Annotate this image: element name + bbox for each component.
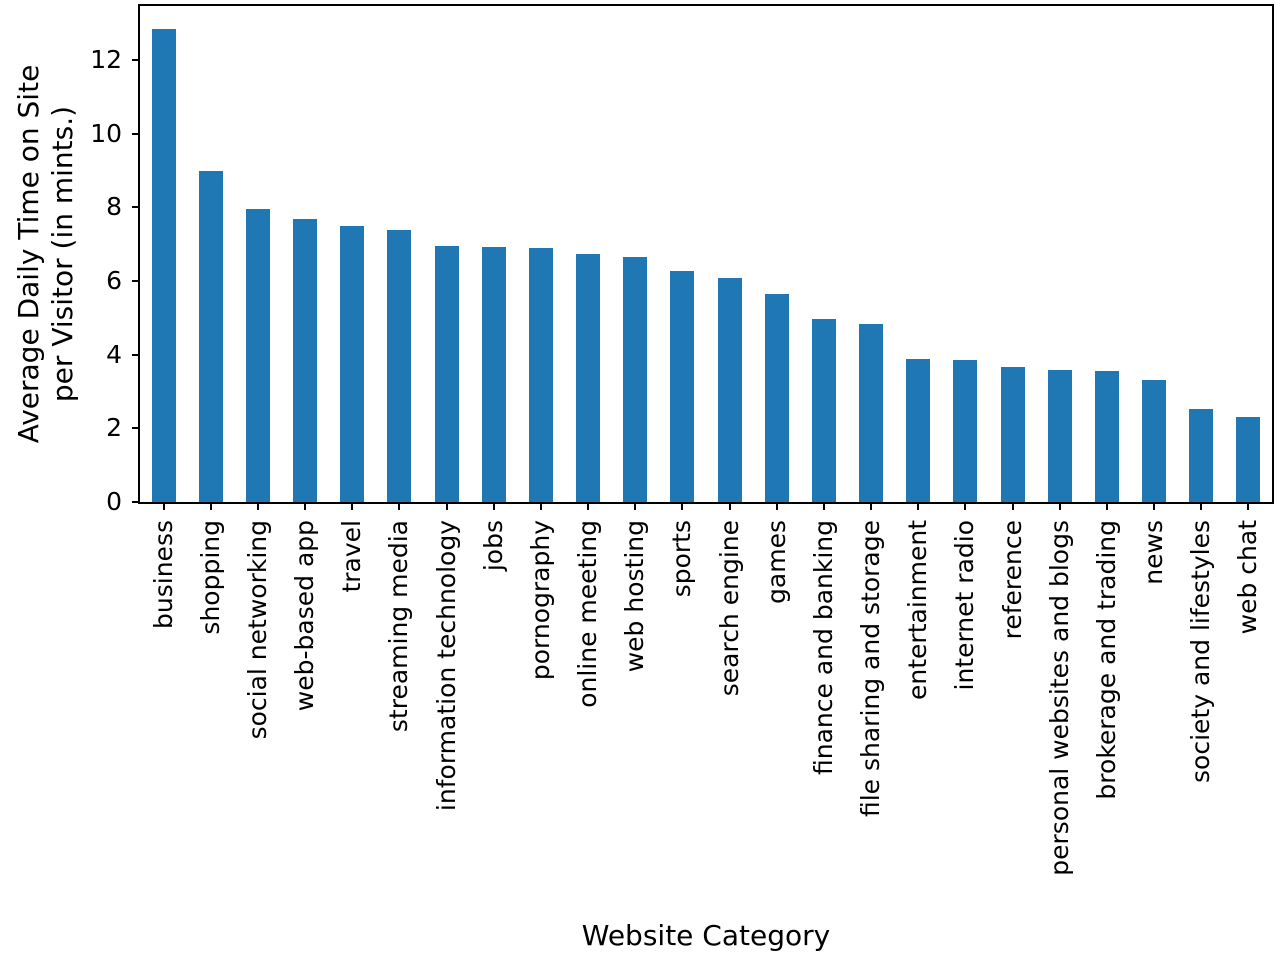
bar: [576, 254, 601, 502]
x-tick: [587, 502, 590, 510]
bar: [198, 171, 223, 502]
y-tick-label: 2: [106, 413, 122, 443]
bar: [1189, 409, 1214, 502]
x-tick-label: finance and banking: [808, 520, 838, 775]
x-tick-label: travel: [337, 520, 367, 593]
x-tick: [1105, 502, 1108, 510]
x-tick-label: web hosting: [620, 520, 650, 673]
y-axis-title: Average Daily Time on Site per Visitor (…: [12, 65, 80, 444]
x-tick-label: reference: [997, 520, 1027, 640]
bar: [1094, 370, 1119, 502]
bar: [387, 230, 412, 502]
bar: [764, 293, 789, 502]
y-tick-label: 6: [106, 265, 122, 295]
x-tick-label: games: [761, 520, 791, 604]
y-axis-title-line-2: per Visitor (in mints.): [46, 105, 79, 403]
bar: [481, 247, 506, 502]
x-tick-label: pornography: [525, 520, 555, 681]
y-tick: [132, 501, 140, 503]
bar: [623, 256, 648, 502]
x-tick: [822, 502, 825, 510]
x-tick-label: brokerage and trading: [1091, 520, 1121, 800]
x-tick: [634, 502, 637, 510]
x-tick: [398, 502, 401, 510]
y-tick-label: 8: [106, 192, 122, 222]
x-tick: [775, 502, 778, 510]
bar: [1236, 417, 1261, 502]
x-tick-label: internet radio: [950, 520, 980, 691]
y-tick: [132, 427, 140, 430]
y-tick-label: 12: [90, 44, 122, 74]
x-tick: [1058, 502, 1061, 510]
x-tick: [162, 502, 165, 510]
x-tick: [964, 502, 967, 510]
bar: [1047, 369, 1072, 502]
x-tick-label: information technology: [431, 520, 461, 812]
x-axis-title: Website Category: [581, 919, 831, 952]
bar: [811, 318, 836, 502]
bar: [1000, 366, 1025, 502]
x-tick-label: personal websites and blogs: [1044, 520, 1074, 876]
x-tick: [539, 502, 542, 510]
x-tick-label: web-based app: [290, 520, 320, 712]
y-tick-label: 10: [90, 118, 122, 148]
x-tick: [445, 502, 448, 510]
bar: [859, 323, 884, 502]
bar: [1142, 380, 1167, 502]
bar: [151, 28, 176, 502]
bar: [670, 270, 695, 502]
x-tick: [728, 502, 731, 510]
x-tick-label: business: [148, 520, 178, 629]
y-tick: [132, 279, 140, 282]
x-tick-label: society and lifestyles: [1186, 520, 1216, 783]
x-tick: [1247, 502, 1250, 510]
x-tick: [1200, 502, 1203, 510]
x-tick-label: shopping: [195, 520, 225, 635]
x-tick-label: streaming media: [384, 520, 414, 733]
x-tick: [1011, 502, 1014, 510]
y-tick: [132, 353, 140, 356]
x-tick-label: web chat: [1233, 520, 1263, 635]
y-tick-label: 4: [106, 339, 122, 369]
plot-area: [138, 4, 1274, 504]
x-tick: [492, 502, 495, 510]
x-tick-label: jobs: [478, 520, 508, 572]
x-tick-label: online meeting: [573, 520, 603, 708]
y-tick: [132, 58, 140, 61]
x-tick: [304, 502, 307, 510]
x-tick-label: search engine: [714, 520, 744, 697]
x-tick: [1153, 502, 1156, 510]
x-tick: [209, 502, 212, 510]
x-tick-label: entertainment: [903, 520, 933, 700]
x-tick-label: sports: [667, 520, 697, 598]
y-tick: [132, 206, 140, 209]
x-tick: [870, 502, 873, 510]
bar: [717, 277, 742, 502]
bar: [906, 359, 931, 502]
bar: [434, 245, 459, 502]
x-tick-label: news: [1139, 520, 1169, 585]
x-tick-label: file sharing and storage: [856, 520, 886, 818]
bar: [245, 209, 270, 502]
x-tick: [351, 502, 354, 510]
bar: [953, 360, 978, 502]
bar: [340, 225, 365, 502]
x-tick: [256, 502, 259, 510]
y-tick-label: 0: [106, 487, 122, 516]
bar: [293, 218, 318, 502]
x-tick-label: social networking: [242, 520, 272, 740]
bar: [528, 248, 553, 502]
x-tick: [681, 502, 684, 510]
y-axis-title-line-1: Average Daily Time on Site: [12, 64, 45, 444]
x-tick: [917, 502, 920, 510]
y-tick: [132, 132, 140, 135]
